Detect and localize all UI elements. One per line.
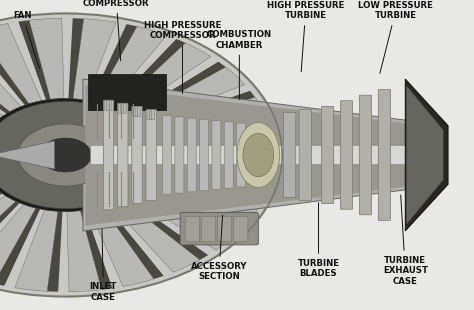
- FancyBboxPatch shape: [378, 90, 391, 220]
- Polygon shape: [85, 85, 443, 225]
- FancyBboxPatch shape: [132, 106, 142, 204]
- FancyBboxPatch shape: [224, 122, 233, 188]
- Text: TURBINE
EXHAUST
CASE: TURBINE EXHAUST CASE: [383, 195, 428, 286]
- Wedge shape: [128, 187, 237, 250]
- Polygon shape: [83, 79, 448, 231]
- Wedge shape: [144, 97, 266, 140]
- FancyBboxPatch shape: [175, 117, 184, 193]
- FancyBboxPatch shape: [103, 100, 114, 210]
- Wedge shape: [0, 204, 36, 284]
- Wedge shape: [0, 196, 16, 267]
- FancyBboxPatch shape: [133, 107, 136, 117]
- FancyBboxPatch shape: [146, 109, 156, 201]
- Circle shape: [0, 101, 147, 209]
- FancyBboxPatch shape: [152, 110, 155, 120]
- Wedge shape: [0, 31, 29, 105]
- FancyBboxPatch shape: [147, 110, 150, 120]
- FancyBboxPatch shape: [283, 113, 296, 197]
- Text: TURBINE
BLADES: TURBINE BLADES: [298, 203, 339, 278]
- FancyBboxPatch shape: [121, 104, 124, 113]
- Wedge shape: [29, 18, 64, 100]
- Wedge shape: [0, 208, 40, 286]
- FancyBboxPatch shape: [185, 216, 200, 242]
- FancyBboxPatch shape: [218, 216, 232, 242]
- Wedge shape: [128, 62, 226, 119]
- FancyBboxPatch shape: [234, 216, 248, 242]
- Text: HIGH PRESSURE
TURBINE: HIGH PRESSURE TURBINE: [267, 1, 345, 72]
- FancyBboxPatch shape: [118, 104, 121, 113]
- Wedge shape: [0, 24, 42, 104]
- FancyBboxPatch shape: [118, 103, 128, 207]
- Polygon shape: [405, 79, 448, 231]
- FancyBboxPatch shape: [200, 119, 209, 191]
- Wedge shape: [141, 174, 262, 221]
- Ellipse shape: [237, 122, 280, 188]
- FancyBboxPatch shape: [135, 107, 138, 117]
- Wedge shape: [151, 157, 274, 167]
- Wedge shape: [67, 210, 102, 292]
- Wedge shape: [73, 19, 116, 100]
- Text: FAN: FAN: [13, 11, 39, 69]
- FancyBboxPatch shape: [123, 104, 126, 113]
- Circle shape: [39, 138, 91, 172]
- Wedge shape: [142, 91, 255, 131]
- Ellipse shape: [243, 133, 274, 177]
- FancyBboxPatch shape: [237, 123, 246, 187]
- Text: INLET
CASE: INLET CASE: [90, 229, 117, 302]
- Circle shape: [0, 14, 281, 296]
- FancyBboxPatch shape: [149, 110, 152, 120]
- Wedge shape: [111, 39, 185, 109]
- Wedge shape: [68, 18, 83, 99]
- Wedge shape: [0, 50, 10, 114]
- FancyBboxPatch shape: [201, 216, 216, 242]
- Wedge shape: [110, 198, 200, 272]
- FancyBboxPatch shape: [212, 121, 221, 189]
- Wedge shape: [149, 124, 272, 145]
- Wedge shape: [95, 26, 167, 106]
- Wedge shape: [0, 201, 20, 271]
- Wedge shape: [136, 185, 243, 233]
- FancyBboxPatch shape: [109, 100, 112, 110]
- Wedge shape: [0, 60, 3, 123]
- Text: LOW PRESSURE
COMPRESSOR: LOW PRESSURE COMPRESSOR: [79, 0, 154, 61]
- FancyBboxPatch shape: [137, 107, 140, 117]
- FancyBboxPatch shape: [163, 116, 172, 194]
- Wedge shape: [150, 131, 274, 154]
- Wedge shape: [131, 67, 245, 126]
- FancyBboxPatch shape: [180, 212, 258, 245]
- Wedge shape: [0, 191, 2, 248]
- Wedge shape: [102, 205, 164, 279]
- Text: COMBUSTION
CHAMBER: COMBUSTION CHAMBER: [207, 30, 272, 100]
- Wedge shape: [121, 196, 208, 260]
- FancyBboxPatch shape: [299, 109, 311, 201]
- Wedge shape: [18, 20, 50, 100]
- Circle shape: [18, 124, 113, 186]
- Text: LOW PRESSURE
TURBINE: LOW PRESSURE TURBINE: [358, 1, 433, 73]
- Text: ACCESSORY
SECTION: ACCESSORY SECTION: [191, 215, 247, 281]
- Wedge shape: [115, 43, 211, 114]
- FancyBboxPatch shape: [107, 100, 109, 110]
- Polygon shape: [407, 86, 443, 224]
- FancyBboxPatch shape: [91, 145, 436, 165]
- FancyBboxPatch shape: [340, 101, 353, 209]
- FancyBboxPatch shape: [321, 106, 334, 204]
- Wedge shape: [89, 206, 154, 286]
- Text: HIGH PRESSURE
COMPRESSOR: HIGH PRESSURE COMPRESSOR: [144, 21, 221, 93]
- FancyBboxPatch shape: [359, 95, 372, 215]
- Wedge shape: [146, 171, 265, 202]
- Wedge shape: [149, 160, 274, 188]
- FancyBboxPatch shape: [104, 100, 107, 110]
- FancyBboxPatch shape: [88, 74, 166, 110]
- Wedge shape: [47, 211, 63, 292]
- Wedge shape: [91, 24, 137, 102]
- Polygon shape: [0, 141, 55, 169]
- Circle shape: [0, 99, 152, 211]
- Wedge shape: [0, 38, 21, 112]
- FancyBboxPatch shape: [187, 118, 196, 192]
- Wedge shape: [15, 210, 58, 291]
- Wedge shape: [81, 210, 112, 290]
